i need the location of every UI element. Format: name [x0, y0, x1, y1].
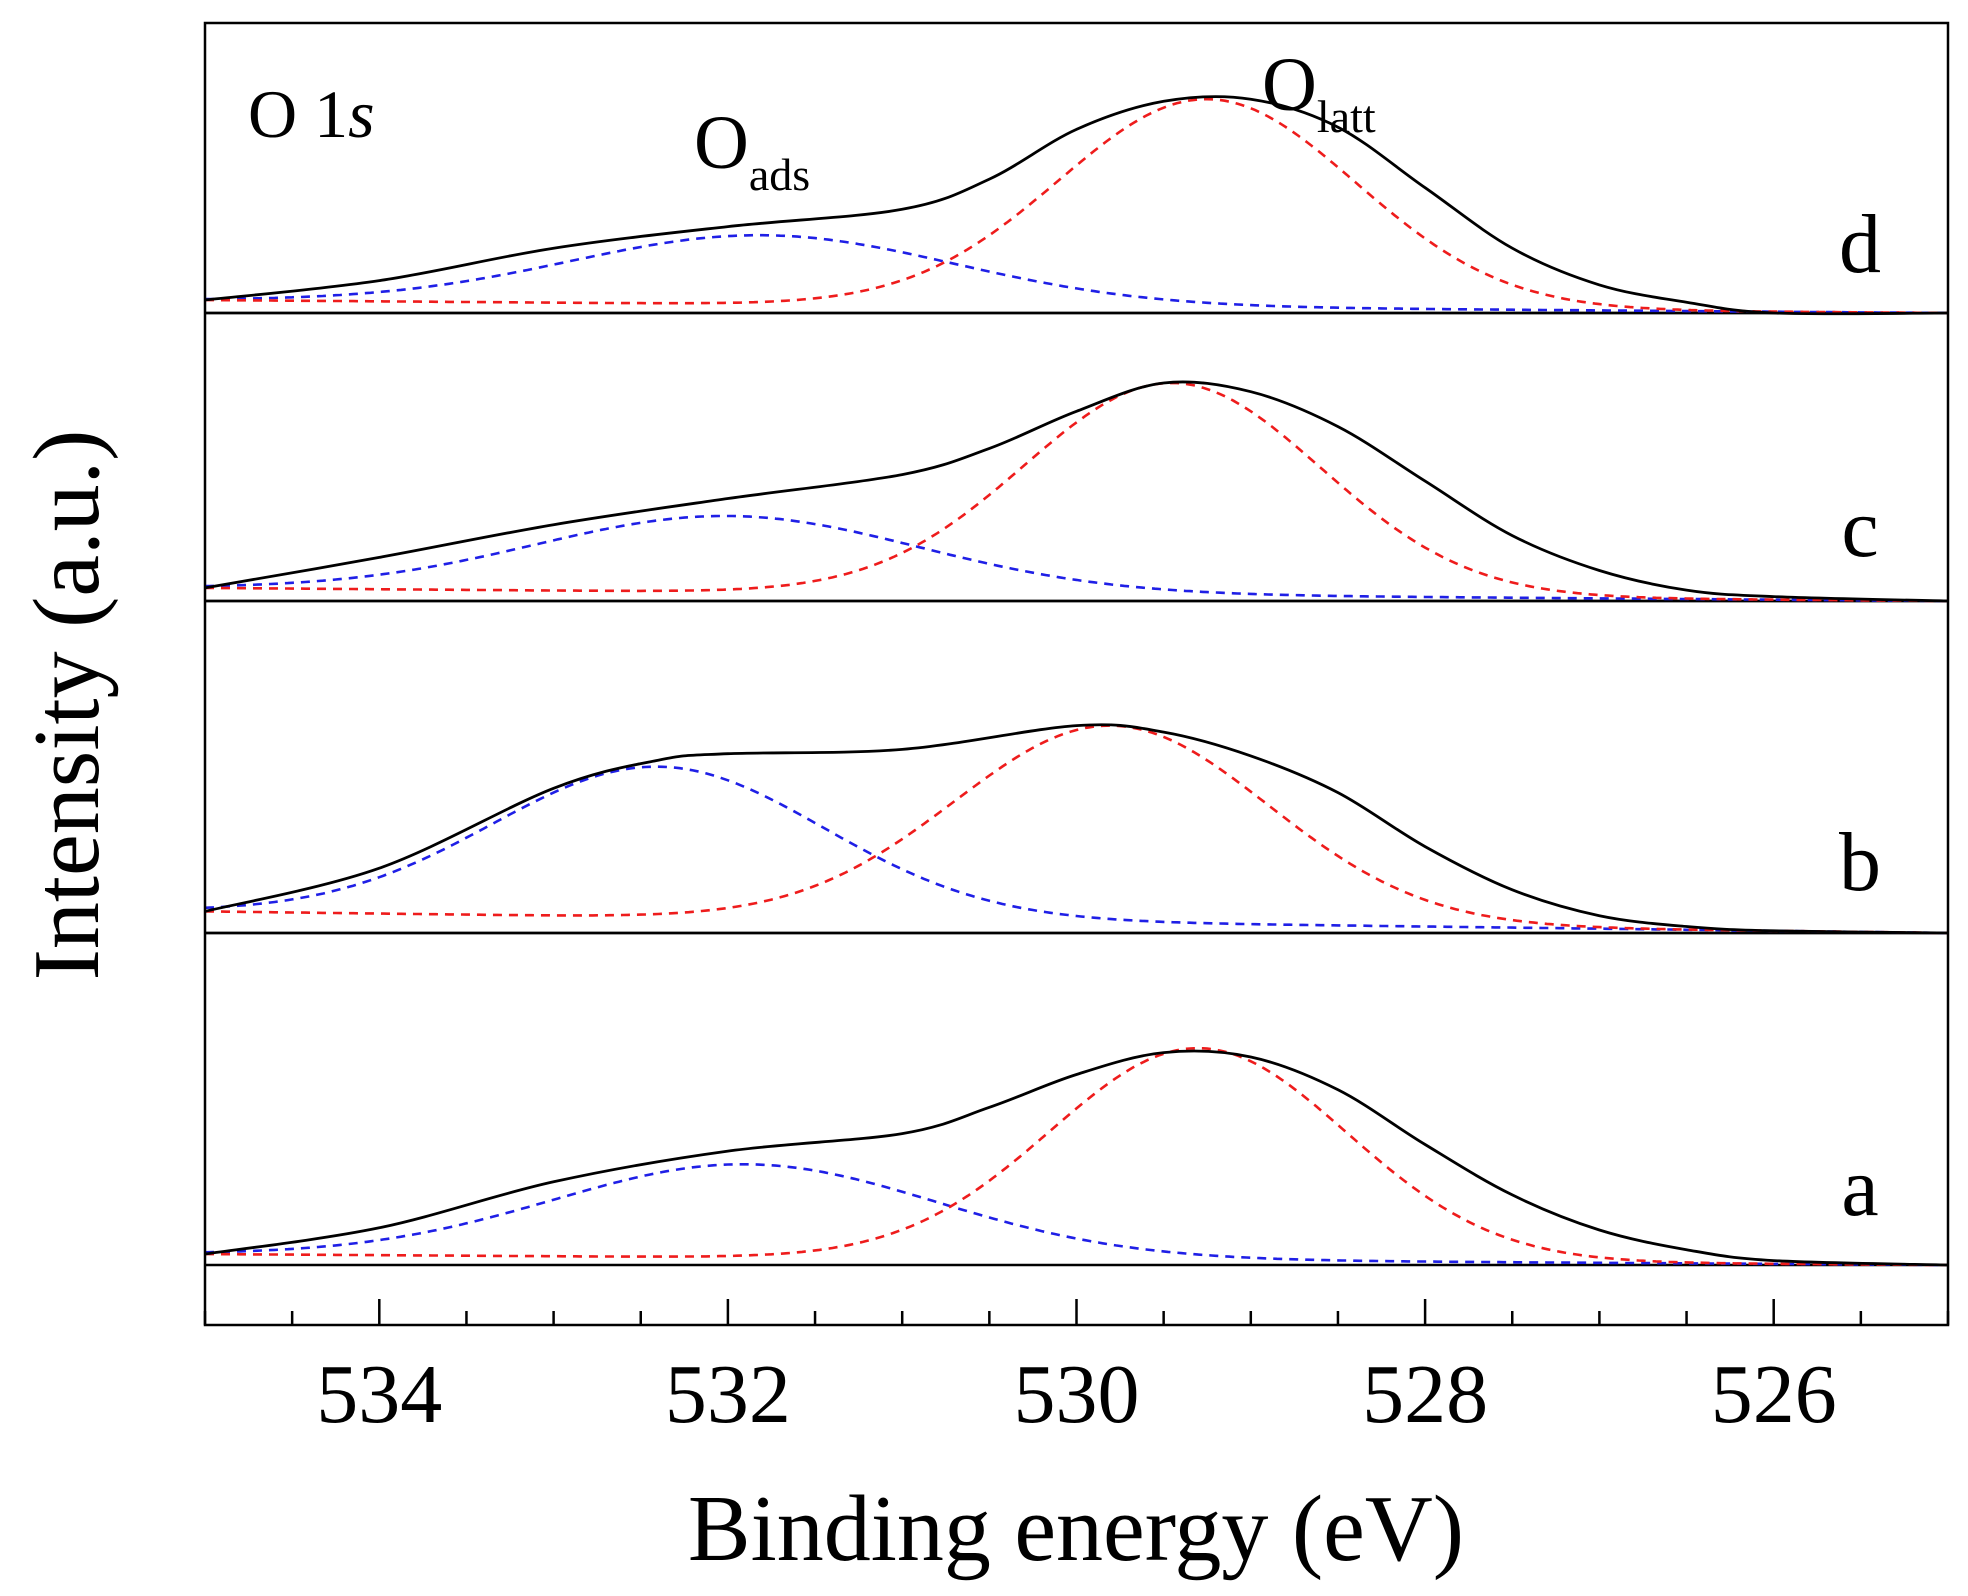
x-tick-label: 534	[316, 1348, 442, 1441]
panel-label-d: d	[1839, 198, 1881, 291]
peak-label-latt-base: O	[1262, 43, 1317, 127]
peak-label-ads-base: O	[694, 101, 749, 185]
peak-label-latt-sub: latt	[1317, 91, 1376, 142]
panel-a-measured-curve	[204, 1049, 1949, 1267]
y-axis-title: Intensity (a.u.)	[15, 430, 119, 981]
panel-c-o-latt-curve	[204, 381, 1948, 603]
panel-c-measured-curve	[204, 380, 1949, 603]
x-tick-label: 532	[665, 1348, 791, 1441]
peak-label-ads-sub: ads	[749, 149, 810, 200]
x-tick-label: 528	[1362, 1348, 1488, 1441]
x-axis-title: Binding energy (eV)	[688, 1477, 1464, 1581]
panel-a-o-latt-curve	[204, 1046, 1948, 1267]
panel-b-o-latt-curve	[204, 724, 1949, 935]
panel-label-b: b	[1839, 816, 1881, 909]
panel-a-o-ads-curve	[204, 1163, 1948, 1267]
panel-layer	[205, 311, 1948, 935]
x-tick-label: 526	[1711, 1348, 1837, 1441]
panel-label-a: a	[1841, 1141, 1878, 1234]
plot-frame	[203, 21, 1950, 1327]
region-label-italic: s	[348, 76, 374, 152]
peak-label-latt: Olatt	[1262, 43, 1376, 142]
tick-layer: 534 532 530 528 526	[203, 1299, 1950, 1441]
panel-c-o-ads-curve	[204, 514, 1948, 603]
x-tick-label: 530	[1014, 1348, 1140, 1441]
panel-d-o-ads-curve	[205, 233, 1948, 315]
panel-d-measured-curve	[204, 95, 1949, 316]
panel-b-measured-curve	[204, 723, 1949, 935]
panel-label-c: c	[1841, 482, 1878, 575]
region-label: O 1s	[248, 76, 375, 152]
panel-d-o-latt-curve	[204, 97, 1948, 315]
panel-b-o-ads-curve	[204, 765, 1949, 935]
peak-label-ads: Oads	[694, 101, 810, 200]
region-label-text: O 1	[248, 76, 348, 152]
curve-layer: d c b a	[204, 95, 1949, 1267]
